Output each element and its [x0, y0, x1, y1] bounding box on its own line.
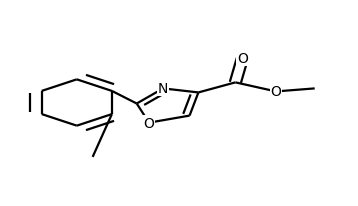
Text: O: O: [144, 116, 155, 130]
Text: N: N: [158, 82, 168, 96]
Text: O: O: [237, 52, 248, 66]
Text: O: O: [271, 85, 281, 99]
